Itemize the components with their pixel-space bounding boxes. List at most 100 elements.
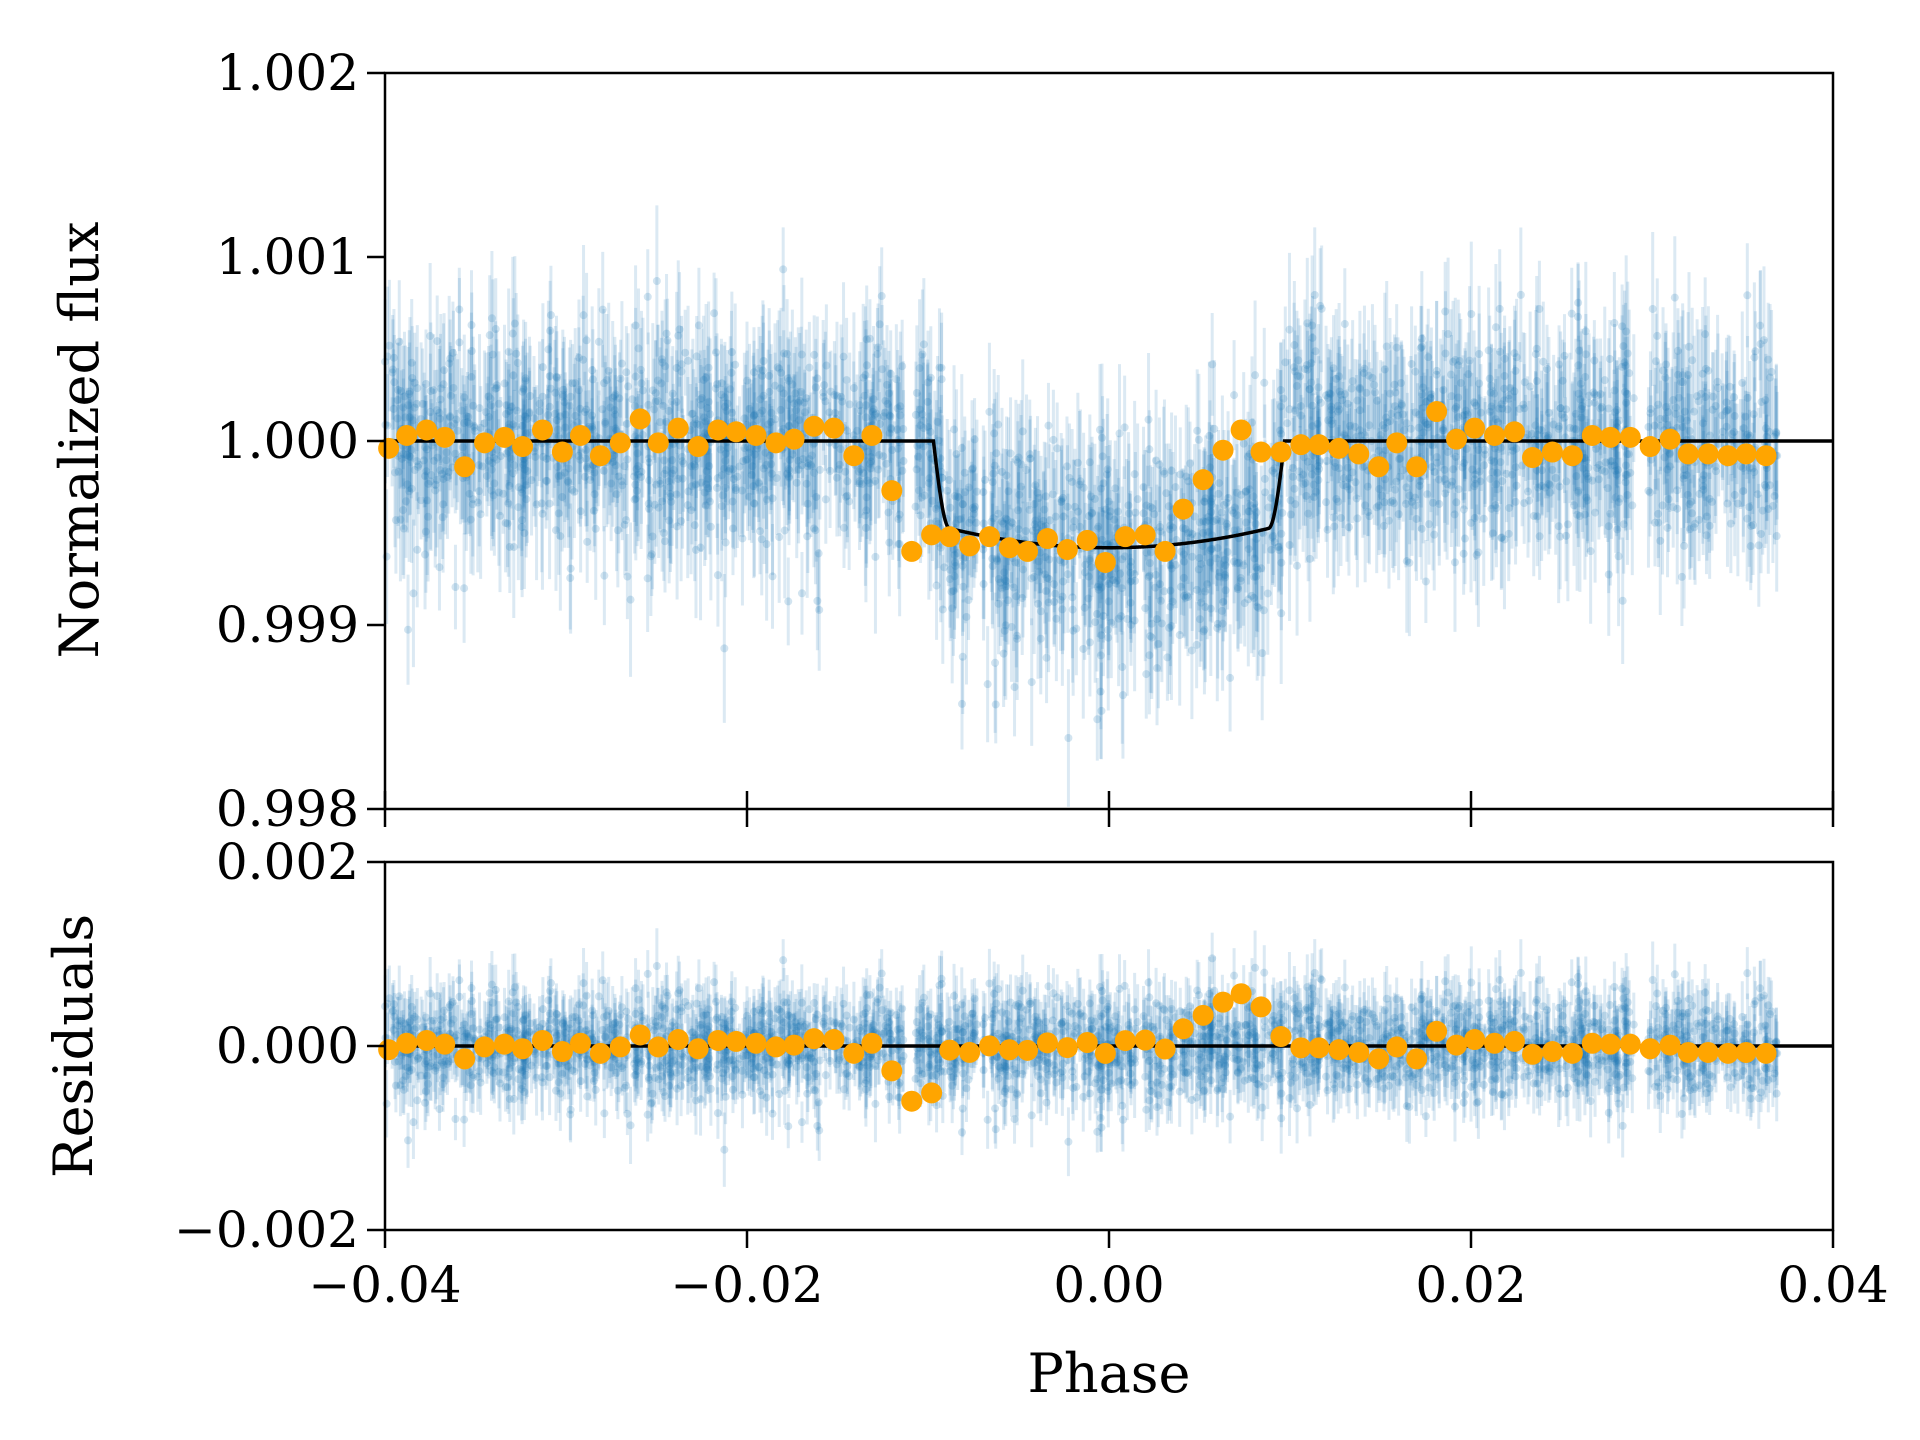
raw-point — [616, 374, 625, 383]
raw-point — [633, 449, 642, 458]
raw-point — [919, 424, 928, 433]
binned-point — [1522, 447, 1544, 469]
raw-point — [1290, 484, 1299, 493]
binned-point — [1114, 526, 1136, 548]
raw-point — [1661, 373, 1670, 382]
raw-point — [1484, 346, 1493, 355]
raw-point — [1302, 491, 1311, 500]
raw-point — [388, 368, 397, 377]
raw-point — [1146, 502, 1155, 511]
raw-point — [1428, 462, 1437, 471]
raw-point — [1364, 508, 1373, 517]
raw-point — [720, 402, 729, 411]
raw-point — [1064, 734, 1073, 743]
raw-point — [1327, 410, 1336, 419]
raw-point — [1619, 520, 1628, 529]
raw-point — [1043, 574, 1052, 583]
y-tick-label: 0.999 — [216, 596, 359, 654]
raw-point — [1582, 469, 1591, 478]
raw-point — [1686, 525, 1695, 534]
raw-point — [502, 401, 511, 410]
raw-point — [1739, 424, 1748, 433]
raw-point — [509, 420, 518, 429]
binned-point — [707, 419, 729, 441]
raw-point — [1333, 407, 1342, 416]
raw-point — [1188, 552, 1197, 561]
raw-point — [1654, 518, 1663, 527]
raw-point — [1650, 518, 1659, 527]
raw-point — [935, 363, 944, 372]
binned-point — [959, 535, 981, 557]
raw-point — [1093, 524, 1102, 533]
raw-point — [690, 521, 699, 530]
raw-point — [994, 509, 1003, 518]
raw-point — [1426, 394, 1435, 403]
raw-point — [791, 420, 800, 429]
raw-point — [1186, 533, 1195, 542]
raw-point — [583, 537, 592, 546]
raw-point — [1091, 618, 1100, 627]
raw-point — [702, 480, 711, 489]
raw-point — [1597, 466, 1606, 475]
raw-point — [426, 477, 435, 486]
raw-point — [519, 384, 528, 393]
binned-point — [1659, 428, 1681, 450]
binned-point — [1406, 456, 1428, 478]
raw-point — [804, 459, 813, 468]
raw-point — [926, 373, 935, 382]
binned-point — [1386, 432, 1408, 454]
raw-point — [1412, 514, 1421, 523]
raw-point — [409, 589, 418, 598]
raw-point — [1539, 357, 1548, 366]
raw-point — [1118, 555, 1127, 564]
raw-point — [1770, 491, 1779, 500]
raw-point — [945, 476, 954, 485]
raw-point — [807, 460, 816, 469]
raw-point — [1226, 673, 1235, 682]
raw-point — [1199, 517, 1208, 526]
raw-point — [704, 474, 713, 483]
raw-point — [636, 365, 645, 374]
raw-point — [1606, 509, 1615, 518]
raw-point — [916, 511, 925, 520]
raw-point — [582, 405, 591, 414]
raw-point — [1511, 497, 1520, 506]
raw-point — [1213, 543, 1222, 552]
raw-point — [958, 500, 967, 509]
raw-point — [488, 458, 497, 467]
raw-point — [701, 501, 710, 510]
raw-point — [877, 292, 886, 301]
raw-point — [918, 410, 927, 419]
raw-point — [959, 582, 968, 591]
raw-point — [487, 465, 496, 474]
raw-point — [1419, 403, 1428, 412]
raw-point — [476, 423, 485, 432]
raw-point — [545, 402, 554, 411]
raw-point — [1296, 402, 1305, 411]
raw-point — [831, 408, 840, 417]
raw-point — [406, 453, 415, 462]
raw-point — [1348, 468, 1357, 477]
raw-point — [853, 426, 862, 435]
raw-point — [414, 460, 423, 469]
raw-point — [927, 454, 936, 463]
raw-point — [912, 388, 921, 397]
raw-point — [1329, 513, 1338, 522]
raw-point — [759, 391, 768, 400]
raw-point — [1694, 397, 1703, 406]
binned-point — [434, 426, 456, 448]
binned-point — [1154, 540, 1176, 562]
raw-point — [684, 356, 693, 365]
raw-point — [1165, 525, 1174, 534]
raw-point — [413, 545, 422, 554]
raw-point — [1381, 446, 1390, 455]
raw-point — [1131, 576, 1140, 585]
raw-point — [691, 462, 700, 471]
raw-point — [1059, 577, 1068, 586]
raw-point — [762, 540, 771, 549]
raw-point — [1743, 291, 1752, 300]
raw-point — [953, 492, 962, 501]
raw-point — [765, 387, 774, 396]
raw-point — [1768, 501, 1777, 510]
raw-point — [1252, 534, 1261, 543]
